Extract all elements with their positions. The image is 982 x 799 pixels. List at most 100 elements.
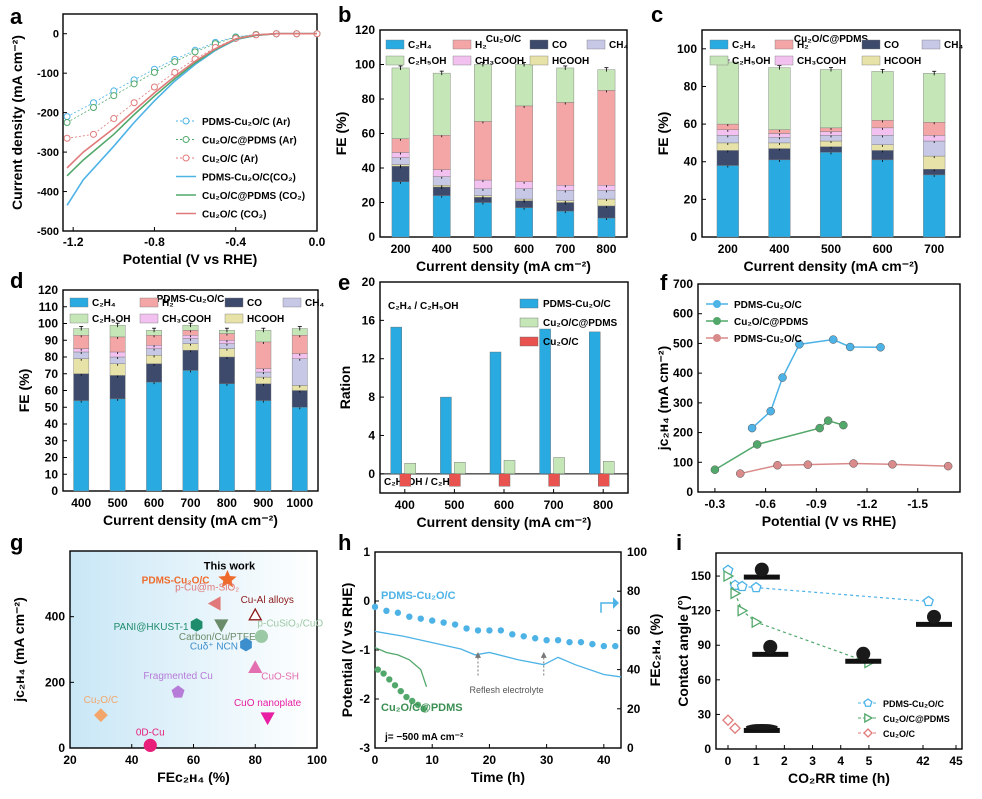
panel-letter: h bbox=[338, 530, 351, 555]
x-axis-label: Time (h) bbox=[471, 769, 525, 785]
y-tick-label: 0 bbox=[627, 741, 634, 755]
x-tick-label: 20 bbox=[483, 753, 497, 767]
y-tick-label: 20 bbox=[362, 196, 376, 210]
data-point bbox=[207, 596, 221, 611]
legend-label: Cu₂O/C@PDMS bbox=[734, 317, 809, 328]
refresh-arrow-head bbox=[474, 651, 481, 658]
y-tick-label: 0 bbox=[368, 467, 375, 481]
plot-frame bbox=[715, 552, 963, 750]
legend-label: PDMS-Cu₂O/C bbox=[883, 699, 944, 709]
x-axis-label: Current density (mA cm⁻²) bbox=[417, 514, 592, 530]
y-tick-label: 40 bbox=[45, 417, 59, 431]
bar bbox=[553, 457, 565, 475]
legend-label: PDMS-Cu₂O/C(CO₂) bbox=[202, 173, 296, 184]
bar-segment bbox=[73, 358, 90, 374]
x-tick-label: 80 bbox=[249, 753, 263, 767]
x-tick-label: 800 bbox=[217, 496, 237, 510]
bar bbox=[539, 328, 551, 475]
y-tick-label: 500 bbox=[673, 336, 693, 350]
data-point bbox=[531, 635, 539, 642]
x-axis-label: Current density (mA cm⁻²) bbox=[416, 258, 591, 274]
legend-swatch bbox=[586, 39, 606, 50]
bar-segment bbox=[219, 356, 235, 384]
legend-swatch bbox=[519, 298, 539, 309]
legend-label: CH₄ bbox=[305, 298, 324, 309]
y-tick-label: 80 bbox=[627, 584, 641, 598]
x-tick-label: 100 bbox=[307, 753, 327, 767]
x-tick-label: 700 bbox=[924, 242, 944, 256]
legend-swatch bbox=[452, 39, 472, 50]
point-label: Cu₂O/C bbox=[84, 695, 118, 706]
y-tick-label: -2 bbox=[359, 692, 370, 706]
bar bbox=[390, 326, 402, 475]
legend-swatch bbox=[861, 55, 881, 66]
bar-segment bbox=[291, 390, 308, 408]
bar-segment bbox=[182, 370, 199, 492]
bar-segment bbox=[255, 341, 272, 369]
y-tick-label: 70 bbox=[45, 367, 59, 381]
x-tick-label: 20 bbox=[63, 753, 77, 767]
x-tick-label: 200 bbox=[391, 242, 411, 256]
legend-label: PDMS-Cu₂O/C bbox=[734, 300, 802, 311]
legend-swatch bbox=[861, 39, 881, 50]
bar-segment bbox=[73, 400, 90, 492]
data-point bbox=[386, 676, 393, 683]
panel-letter: i bbox=[676, 530, 682, 555]
data-point bbox=[463, 625, 470, 632]
data-point bbox=[845, 342, 855, 352]
series-line bbox=[66, 33, 317, 117]
x-tick-label: 0 bbox=[372, 753, 379, 767]
y-tick-label: 200 bbox=[673, 426, 693, 440]
legend-swatch bbox=[224, 297, 244, 308]
y-axis-label-right: FEᴄ₂ʜ₄ (%) bbox=[647, 614, 663, 687]
point-label: p-Cu@m-SiO₂ bbox=[175, 583, 239, 594]
y-tick-label: 60 bbox=[684, 117, 698, 131]
series-line bbox=[374, 630, 622, 678]
bar-segment bbox=[716, 150, 739, 166]
bar-segment bbox=[819, 69, 843, 129]
x-axis-label: Current density (mA cm⁻²) bbox=[744, 258, 919, 274]
series-line bbox=[66, 32, 317, 177]
plot-background bbox=[70, 551, 317, 748]
bar-segment bbox=[109, 375, 126, 400]
y-tick-label: 600 bbox=[673, 307, 693, 321]
x-tick-label: 500 bbox=[473, 242, 493, 256]
droplet-icon bbox=[754, 562, 769, 577]
y-axis-label: Potential (V vs RHE) bbox=[339, 583, 355, 718]
data-point bbox=[566, 638, 573, 646]
y-tick-label: 400 bbox=[673, 366, 693, 380]
x-tick-label: 200 bbox=[718, 242, 738, 256]
data-point bbox=[577, 638, 585, 646]
x-tick-label: 45 bbox=[949, 754, 963, 768]
legend-label: C₂H₄ bbox=[408, 40, 432, 51]
x-axis-label: Current density (mA cm⁻²) bbox=[103, 512, 278, 528]
x-tick-label: -1.5 bbox=[907, 497, 928, 511]
panel-c: c Cu₂O/C@PDMS 0 20 40 60 80 100 Current density … bbox=[651, 2, 963, 274]
y-tick-label: 80 bbox=[45, 350, 59, 364]
data-point bbox=[803, 460, 813, 469]
panel-a: a 0 -100 -200 -300 -400 -500 -1.2 -0.8 -0.4 0.0 Pot… bbox=[9, 4, 326, 267]
data-point bbox=[943, 461, 953, 471]
y-tick-label: 0 bbox=[690, 230, 697, 244]
series-label: Cu₂O/C@PDMS bbox=[381, 702, 463, 714]
bar bbox=[548, 473, 560, 487]
data-point bbox=[828, 335, 838, 344]
legend-marker bbox=[182, 154, 190, 162]
point-label: CuO-SH bbox=[261, 672, 299, 683]
legend-label: PDMS-Cu₂O/C bbox=[734, 334, 802, 345]
data-point bbox=[391, 682, 399, 689]
x-tick-label: 500 bbox=[108, 496, 128, 510]
data-point bbox=[171, 685, 185, 698]
legend-label: CO bbox=[247, 298, 262, 309]
point-label: p-CuSiO₃/CuO bbox=[257, 618, 323, 629]
x-tick-label: 400 bbox=[395, 498, 415, 512]
data-point bbox=[589, 640, 596, 648]
y-tick-label: -1 bbox=[359, 643, 370, 657]
legend-label: C₂H₄ bbox=[732, 40, 756, 51]
bar bbox=[449, 473, 461, 487]
annotation: C₂H₄ / C₂H₅OH bbox=[388, 301, 458, 312]
data-point bbox=[509, 631, 516, 638]
data-point bbox=[93, 708, 108, 723]
data-point bbox=[451, 621, 459, 628]
